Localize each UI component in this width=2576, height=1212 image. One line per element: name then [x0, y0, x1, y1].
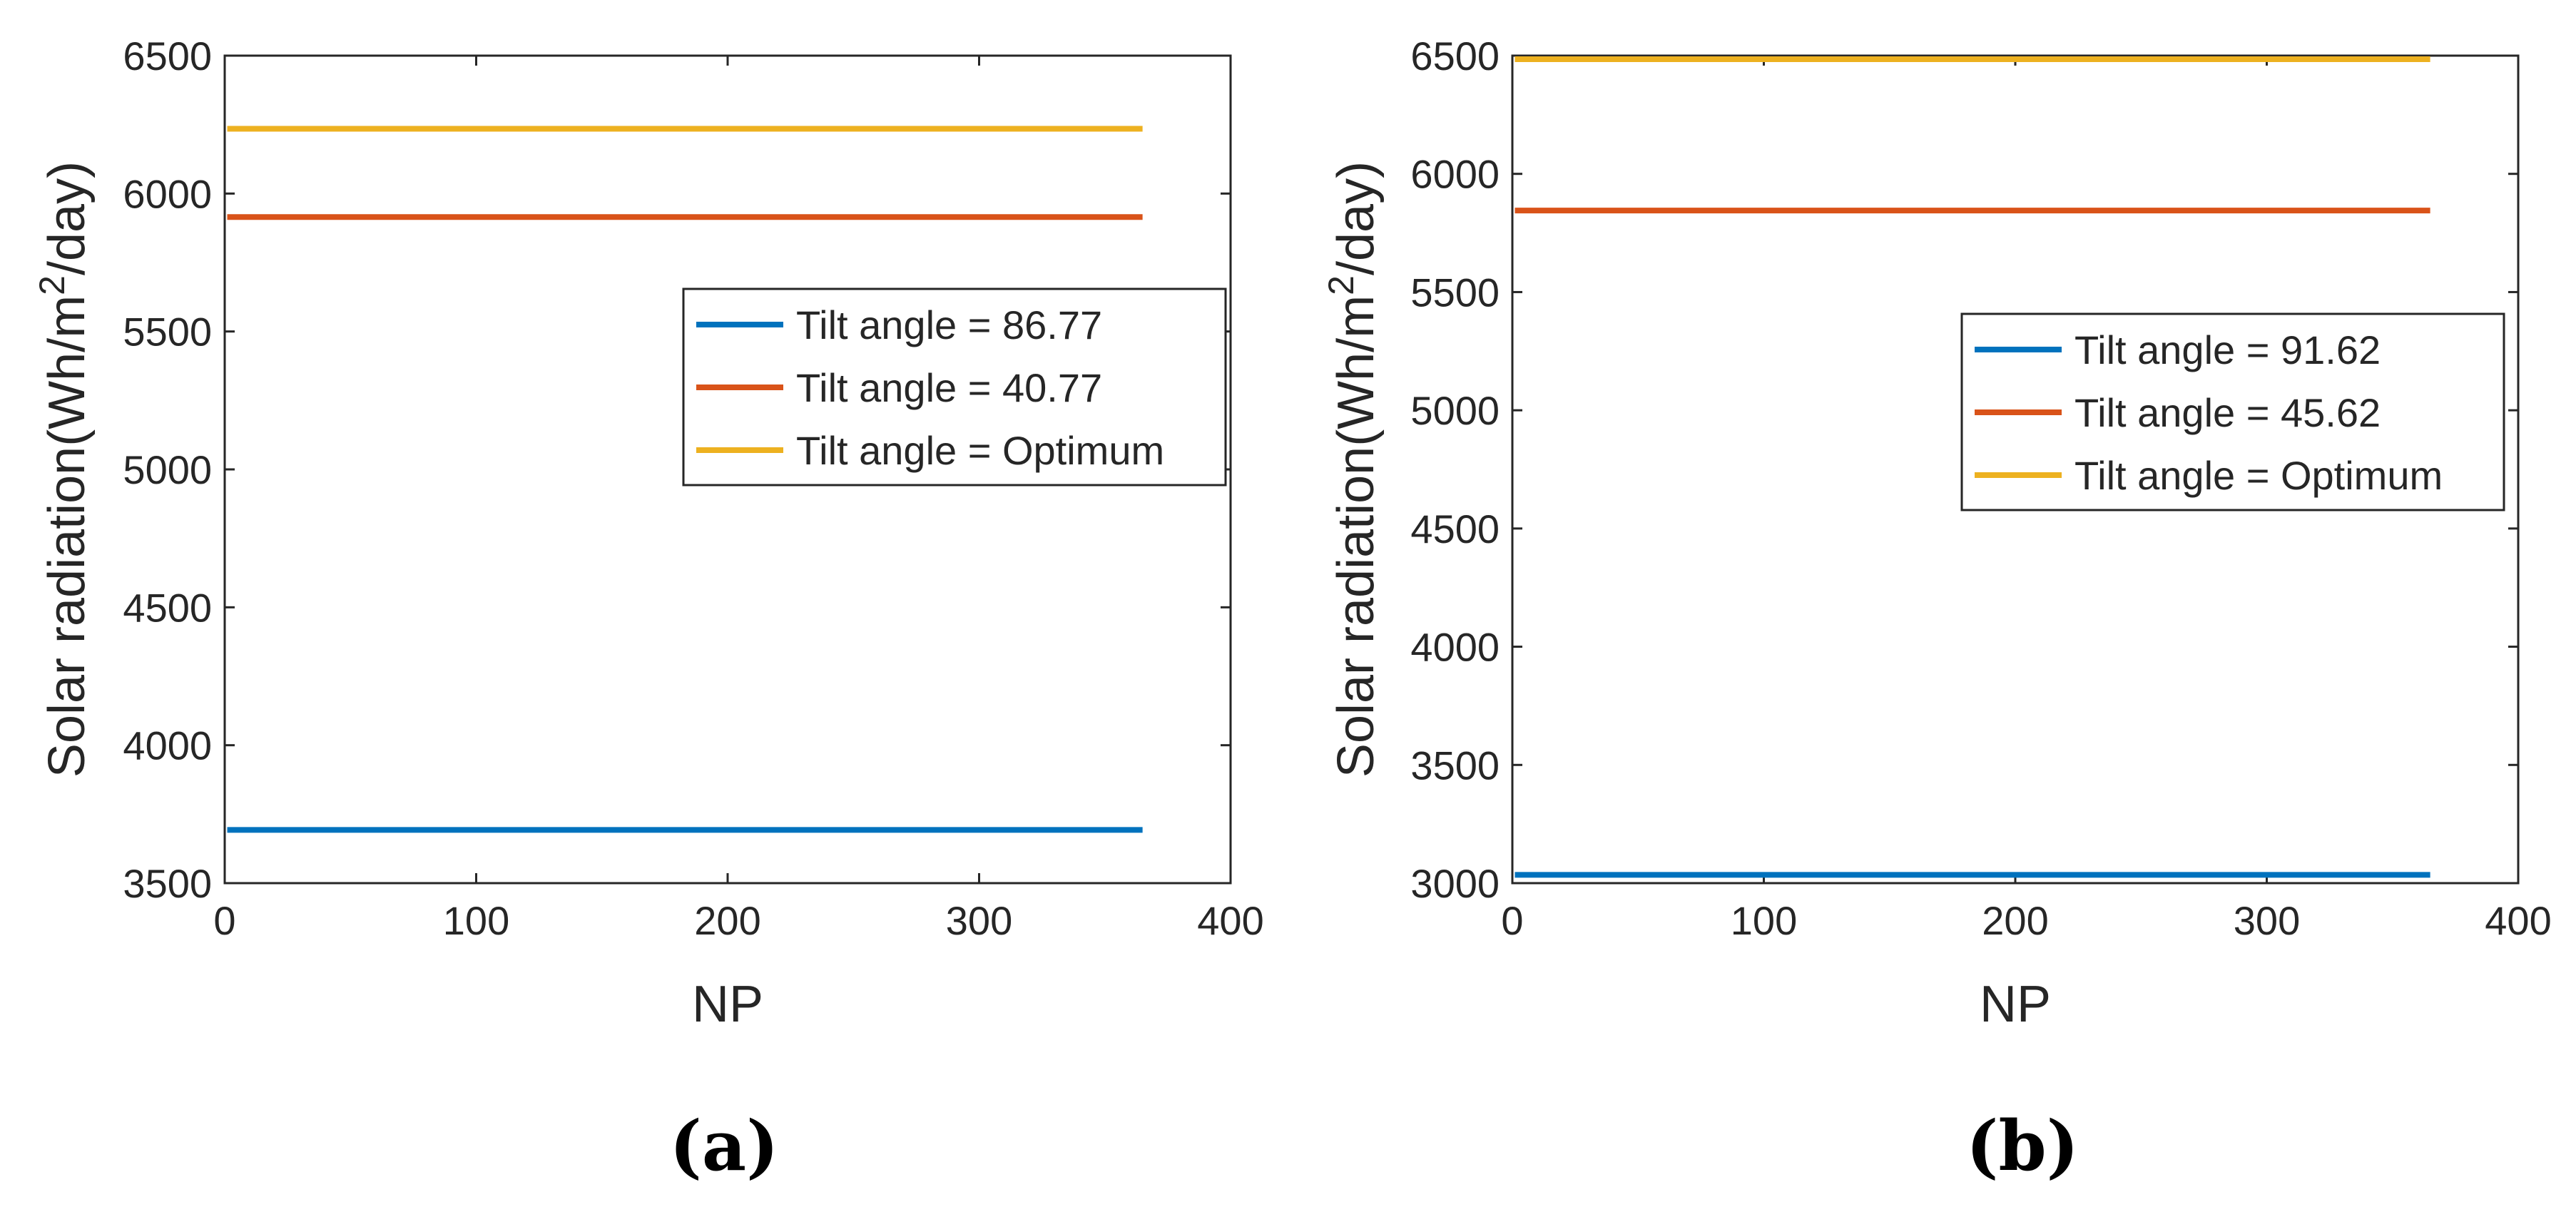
axis-ticks: 0 100 200 300 400 3000 3500 4000 4500 5000 5500 600…: [1410, 34, 2551, 943]
panel-label-b: (b): [1966, 1106, 2079, 1186]
y-tick-label: 5000: [1410, 388, 1500, 433]
legend-label: Tilt angle = 86.77: [796, 302, 1102, 347]
legend: Tilt angle = 86.77 Tilt angle = 40.77 Tilt…: [682, 287, 1227, 487]
y-axis-label: Solar radiation(Wh/m2/day): [1321, 161, 1385, 778]
x-axis-label: NP: [1980, 976, 2051, 1033]
y-tick-label: 5500: [123, 310, 212, 355]
legend-label: Tilt angle = 91.62: [2074, 327, 2381, 372]
y-tick-label: 3500: [1410, 743, 1500, 788]
x-tick-label: 400: [1197, 898, 1263, 943]
y-tick-label: 6500: [1410, 34, 1500, 78]
chart-panel-a: 0 100 200 300 400 3500 4000 4500 5000 5500 6000 650…: [32, 34, 1264, 1186]
legend-label: Tilt angle = 40.77: [796, 365, 1102, 410]
x-tick-label: 200: [1982, 898, 2048, 943]
x-tick-label: 400: [2485, 898, 2551, 943]
x-tick-label: 100: [443, 898, 509, 943]
y-tick-label: 6500: [123, 34, 212, 78]
y-tick-label: 5000: [123, 447, 212, 492]
x-tick-label: 300: [2234, 898, 2300, 943]
y-tick-label: 3500: [123, 861, 212, 906]
series-lines: [227, 126, 1143, 833]
x-axis-label: NP: [692, 976, 763, 1033]
axis-ticks: 0 100 200 300 400 3500 4000 4500 5000 5500 6000 650…: [123, 34, 1263, 943]
y-axis-label: Solar radiation(Wh/m2/day): [32, 161, 96, 778]
legend-label: Tilt angle = Optimum: [796, 428, 1164, 473]
y-tick-label: 5500: [1410, 270, 1500, 315]
legend: Tilt angle = 91.62 Tilt angle = 45.62 Tilt…: [1960, 312, 2505, 511]
y-tick-label: 6000: [123, 171, 212, 216]
legend-label: Tilt angle = Optimum: [2074, 453, 2443, 498]
x-tick-label: 300: [946, 898, 1012, 943]
x-tick-label: 0: [213, 898, 235, 943]
x-tick-label: 200: [694, 898, 760, 943]
chart-panel-b: 0 100 200 300 400 3000 3500 4000 4500 5000 5500 600…: [1321, 34, 2552, 1186]
y-tick-label: 4000: [123, 723, 212, 768]
y-tick-label: 3000: [1410, 861, 1500, 906]
panel-label-a: (a): [669, 1106, 778, 1186]
x-tick-label: 0: [1501, 898, 1523, 943]
legend-label: Tilt angle = 45.62: [2074, 390, 2381, 435]
x-tick-label: 100: [1731, 898, 1797, 943]
series-lines: [1514, 56, 2430, 878]
y-tick-label: 6000: [1410, 152, 1500, 197]
y-tick-label: 4500: [123, 585, 212, 630]
y-tick-label: 4500: [1410, 506, 1500, 551]
y-tick-label: 4000: [1410, 625, 1500, 670]
